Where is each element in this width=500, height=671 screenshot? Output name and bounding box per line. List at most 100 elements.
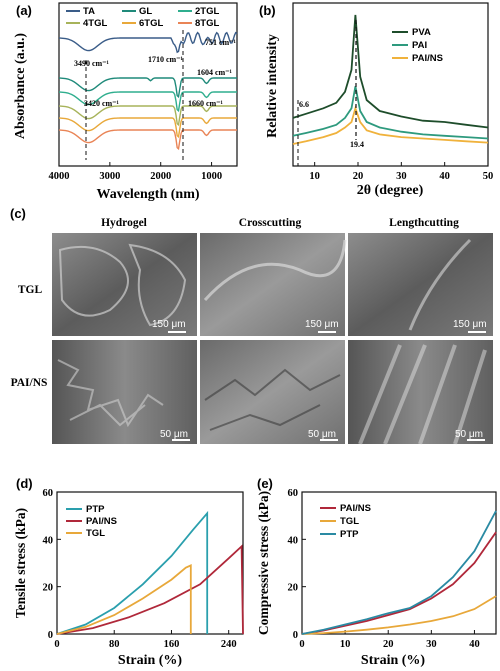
x-tick-label: 40 [469, 639, 480, 650]
chart-d-xlabel: Strain (%) [118, 653, 183, 668]
panel-label-d: (d) [16, 476, 33, 491]
scale-bar-tgl-hydrogel: 150 μm [152, 319, 186, 330]
chart-d-ylabel: Tensile stress (kPa) [13, 508, 28, 618]
scale-bar-pains-hydrogel: 50 μm [160, 429, 188, 440]
sem-row-tgl: TGL [18, 284, 43, 296]
sem-texture [57, 359, 164, 428]
series-line-8tgl [59, 129, 237, 151]
sem-grid: Hydrogel Crosscutting Lengthcutting TGL … [11, 217, 493, 445]
legend-entry: 6TGL [139, 18, 163, 29]
chart-b: 10 20 30 40 50 6.6 19.4 PVA PAI PAI/NS 2θ (deg… [265, 2, 494, 198]
y-tick-label: 0 [48, 630, 53, 641]
series-line-tgl [301, 595, 497, 635]
legend-entry: PTP [340, 529, 359, 540]
ann-6-6: 6.6 [299, 100, 309, 109]
y-tick-label: 60 [43, 488, 54, 499]
panel-label-b: (b) [259, 3, 276, 18]
sem-texture [358, 344, 487, 445]
series-line-2tgl [59, 91, 237, 113]
series-line-ta [59, 31, 238, 54]
y-tick-label: 40 [43, 535, 54, 546]
x-tick-label: 40 [439, 171, 450, 182]
ann-751: 751 cm⁻¹ [205, 38, 236, 47]
chart-e: 0 10 20 30 40 0 20 40 60 PAI/NS TGL PTP Strain (%)… [256, 488, 497, 668]
x-tick-label: 50 [483, 171, 494, 182]
series-line-6tgl [59, 117, 237, 139]
legend-entry: PAI/NS [412, 53, 443, 64]
chart-b-ylabel: Relative intensity [265, 34, 280, 138]
series-line-pva [292, 14, 489, 129]
chart-a: 4000 3000 2000 1000 TA GL 2TGL 4TGL 6TGL 8TGL 34… [13, 2, 238, 202]
x-tick-label: 160 [164, 639, 180, 650]
panel-label-e: (e) [257, 476, 273, 491]
sem-col-crosscutting: Crosscutting [239, 217, 302, 229]
x-tick-label: 10 [309, 171, 320, 182]
x-tick-label: 0 [299, 639, 304, 650]
chart-e-xlabel: Strain (%) [361, 653, 426, 668]
sem-texture [408, 238, 472, 331]
y-tick-label: 0 [293, 630, 298, 641]
series-line-4tgl [59, 105, 237, 127]
chart-a-frame [58, 2, 238, 167]
y-tick-label: 20 [43, 583, 54, 594]
sem-image-tgl-hydrogel [52, 233, 197, 336]
series-line-tgl [56, 563, 192, 635]
x-tick-label: 240 [221, 639, 237, 650]
ann-3490: 3490 cm⁻¹ [74, 59, 109, 68]
legend-entry: PAI/NS [86, 516, 117, 527]
series-line-gl [59, 77, 237, 99]
ann-1604: 1604 cm⁻¹ [197, 68, 232, 77]
sem-col-lengthcutting: Lengthcutting [389, 217, 459, 229]
chart-e-frame [301, 491, 497, 635]
series-line-pai-ns [56, 544, 244, 635]
legend-entry: GL [139, 6, 152, 17]
x-tick-label: 20 [353, 171, 364, 182]
series-line-pai-ns [301, 531, 497, 635]
legend-entry: PTP [86, 504, 105, 515]
chart-b-xlabel: 2θ (degree) [357, 183, 424, 198]
x-tick-label: 0 [54, 639, 59, 650]
series-line-ptp [56, 510, 209, 635]
legend-entry: TA [83, 6, 95, 17]
legend-entry: 4TGL [83, 18, 107, 29]
y-tick-label: 40 [288, 535, 299, 546]
legend-entry: 2TGL [195, 6, 219, 17]
x-tick-label: 20 [383, 639, 394, 650]
scale-bar-tgl-length: 150 μm [453, 319, 487, 330]
series-line-pai [292, 86, 489, 140]
panel-label-c: (c) [10, 206, 26, 221]
chart-e-ylabel: Compressive stress (kPa) [256, 491, 271, 635]
x-tick-label: 3000 [99, 171, 120, 182]
sem-texture [203, 239, 347, 302]
scale-bar-pains-cross: 50 μm [308, 429, 336, 440]
chart-b-frame [292, 2, 489, 167]
x-tick-label: 30 [396, 171, 407, 182]
sem-texture [58, 243, 187, 327]
sem-row-pains: PAI/NS [11, 377, 48, 389]
sem-image-pains-cross [200, 340, 345, 444]
chart-d-frame [56, 491, 244, 635]
legend-entry: TGL [340, 516, 359, 527]
chart-a-ylabel: Absorbance (a.u.) [13, 33, 28, 140]
y-tick-label: 20 [288, 583, 299, 594]
panel-label-a: (a) [16, 3, 32, 18]
x-tick-label: 1000 [201, 171, 222, 182]
sem-image-pains-hydrogel [52, 340, 197, 444]
x-tick-label: 2000 [150, 171, 171, 182]
ann-19-4: 19.4 [350, 140, 364, 149]
legend-entry: TGL [86, 528, 105, 539]
legend-entry: PAI [412, 40, 427, 51]
sem-image-tgl-cross [200, 233, 345, 336]
ann-3420: 3420 cm⁻¹ [84, 99, 119, 108]
legend-entry: 8TGL [195, 18, 219, 29]
sem-image-tgl-length [348, 233, 493, 336]
legend-entry: PVA [412, 27, 431, 38]
x-tick-label: 30 [426, 639, 437, 650]
legend-entry: PAI/NS [340, 503, 371, 514]
ann-1710: 1710 cm⁻¹ [148, 55, 183, 64]
y-tick-label: 60 [288, 488, 299, 499]
series-line-pai-ns [292, 105, 489, 145]
x-tick-label: 80 [109, 639, 120, 650]
